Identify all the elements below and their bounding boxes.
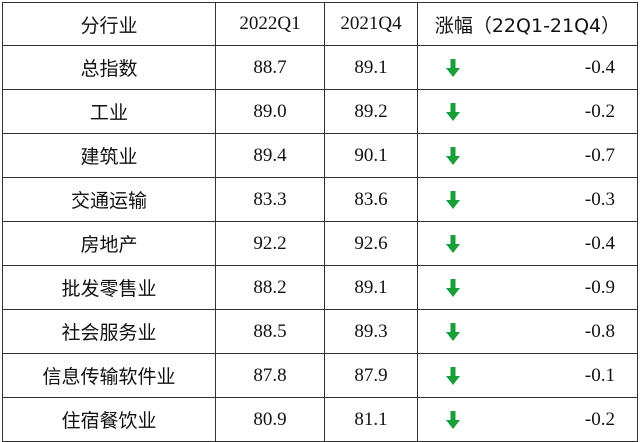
- industry-cell: 社会服务业: [2, 309, 216, 354]
- table-row: 批发零售业 88.2 89.1 -0.9: [2, 265, 638, 310]
- arrow-down-icon: [446, 58, 460, 77]
- q1-2022-cell: 83.3: [215, 177, 325, 222]
- q4-2021-cell: 92.6: [324, 221, 418, 266]
- arrow-down-icon: [446, 102, 460, 121]
- industry-cell: 信息传输软件业: [2, 353, 216, 398]
- table-row: 社会服务业 88.5 89.3 -0.8: [2, 309, 638, 354]
- change-cell: -0.4: [417, 45, 638, 90]
- q1-2022-cell: 87.8: [215, 353, 325, 398]
- change-value: -0.3: [584, 188, 615, 210]
- q4-2021-cell: 89.1: [324, 45, 418, 90]
- q1-2022-cell: 88.5: [215, 309, 325, 354]
- header-industry: 分行业: [2, 2, 216, 46]
- change-value: -0.2: [584, 100, 615, 122]
- change-value: -0.9: [584, 276, 615, 298]
- change-cell: -0.4: [417, 221, 638, 266]
- change-value: -0.1: [584, 364, 615, 386]
- q1-2022-cell: 89.4: [215, 133, 325, 178]
- q1-2022-cell: 89.0: [215, 89, 325, 134]
- table-row: 信息传输软件业 87.8 87.9 -0.1: [2, 353, 638, 398]
- arrow-down-icon: [446, 410, 460, 429]
- table-row: 交通运输 83.3 83.6 -0.3: [2, 177, 638, 222]
- industry-cell: 建筑业: [2, 133, 216, 178]
- q1-2022-cell: 88.2: [215, 265, 325, 310]
- change-cell: -0.2: [417, 397, 638, 442]
- table-row: 工业 89.0 89.2 -0.2: [2, 89, 638, 134]
- industry-cell: 交通运输: [2, 177, 216, 222]
- arrow-down-icon: [446, 146, 460, 165]
- q1-2022-cell: 80.9: [215, 397, 325, 442]
- header-2021q4: 2021Q4: [324, 2, 418, 46]
- industry-cell: 工业: [2, 89, 216, 134]
- arrow-down-icon: [446, 234, 460, 253]
- change-value: -0.7: [584, 144, 615, 166]
- q1-2022-cell: 88.7: [215, 45, 325, 90]
- q4-2021-cell: 89.2: [324, 89, 418, 134]
- table-row: 建筑业 89.4 90.1 -0.7: [2, 133, 638, 178]
- change-value: -0.2: [584, 408, 615, 430]
- table-row: 住宿餐饮业 80.9 81.1 -0.2: [2, 397, 638, 442]
- q4-2021-cell: 89.1: [324, 265, 418, 310]
- table-row: 房地产 92.2 92.6 -0.4: [2, 221, 638, 266]
- arrow-down-icon: [446, 190, 460, 209]
- change-cell: -0.7: [417, 133, 638, 178]
- arrow-down-icon: [446, 278, 460, 297]
- change-value: -0.8: [584, 320, 615, 342]
- q4-2021-cell: 87.9: [324, 353, 418, 398]
- industry-cell: 总指数: [2, 45, 216, 90]
- arrow-down-icon: [446, 322, 460, 341]
- q4-2021-cell: 81.1: [324, 397, 418, 442]
- header-2022q1: 2022Q1: [215, 2, 325, 46]
- change-value: -0.4: [584, 232, 615, 254]
- change-value: -0.4: [584, 56, 615, 78]
- arrow-down-icon: [446, 366, 460, 385]
- change-cell: -0.8: [417, 309, 638, 354]
- change-cell: -0.9: [417, 265, 638, 310]
- q4-2021-cell: 90.1: [324, 133, 418, 178]
- change-cell: -0.1: [417, 353, 638, 398]
- table-body: 总指数 88.7 89.1 -0.4 工业 89.0 89.2 -0.2 建筑业 89.4 90.1…: [2, 45, 638, 442]
- q4-2021-cell: 89.3: [324, 309, 418, 354]
- q1-2022-cell: 92.2: [215, 221, 325, 266]
- change-cell: -0.3: [417, 177, 638, 222]
- q4-2021-cell: 83.6: [324, 177, 418, 222]
- table-row: 总指数 88.7 89.1 -0.4: [2, 45, 638, 90]
- table-header-row: 分行业 2022Q1 2021Q4 涨幅（22Q1-21Q4）: [2, 2, 638, 46]
- industry-cell: 住宿餐饮业: [2, 397, 216, 442]
- change-cell: -0.2: [417, 89, 638, 134]
- header-change: 涨幅（22Q1-21Q4）: [417, 2, 638, 46]
- industry-cell: 批发零售业: [2, 265, 216, 310]
- industry-cell: 房地产: [2, 221, 216, 266]
